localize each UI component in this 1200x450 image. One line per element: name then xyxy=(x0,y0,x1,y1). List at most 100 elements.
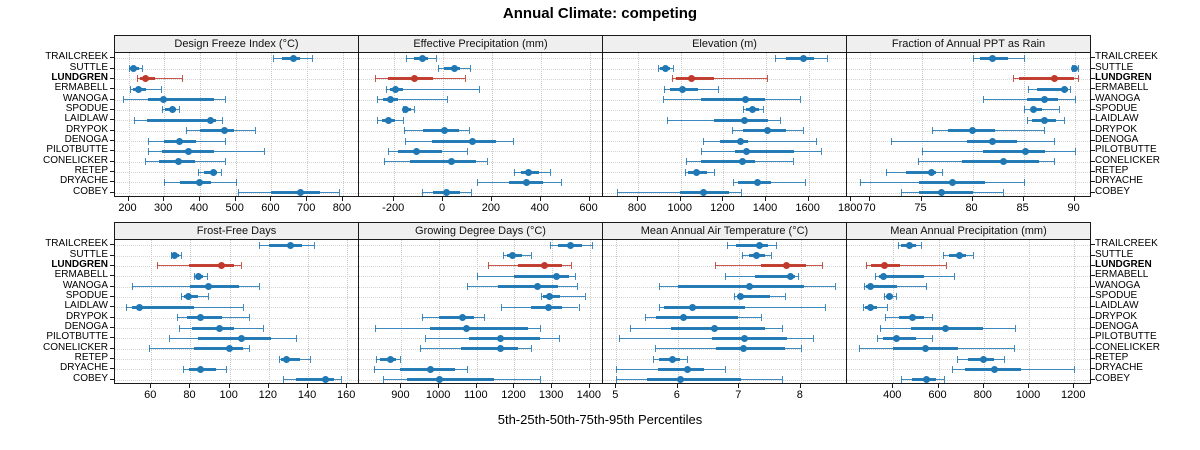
median-dot xyxy=(509,252,517,260)
series-trailcreek xyxy=(847,240,1090,383)
row-guide-line xyxy=(847,296,1090,298)
whisker-end-cap xyxy=(816,137,818,145)
series-denoga xyxy=(115,53,358,196)
axis-tick-mark xyxy=(267,384,269,388)
row-guide-line xyxy=(847,68,1090,70)
whisker-end-cap xyxy=(860,178,862,186)
series-dryache xyxy=(115,240,358,383)
row-edge-tick xyxy=(1091,244,1095,246)
whisker-end-cap xyxy=(148,147,150,155)
row-edge-tick xyxy=(110,306,114,308)
gridline-vertical xyxy=(514,240,516,383)
whisker-end-cap xyxy=(374,365,376,373)
interquartile-bar xyxy=(647,378,742,382)
series-retep xyxy=(847,240,1090,383)
whisker-end-cap xyxy=(863,303,865,311)
row-guide-line xyxy=(115,276,358,278)
whisker-end-cap xyxy=(890,137,892,145)
site-label-left-dryache: DRYACHE xyxy=(60,175,108,187)
series-spodue xyxy=(115,53,358,196)
whisker-end-cap xyxy=(800,345,802,353)
interquartile-bar xyxy=(147,118,217,122)
axis-tick-mark xyxy=(163,197,165,201)
panel-design-freeze-index-c: Design Freeze Index (°C) xyxy=(114,35,359,197)
whisker-end-cap xyxy=(944,376,946,383)
whisker-end-cap xyxy=(272,54,274,62)
series-laidlaw xyxy=(359,53,602,196)
site-label-right-ermabell: ERMABELL xyxy=(1095,269,1149,281)
whisker-end-cap xyxy=(714,262,716,270)
series-trailcreek xyxy=(115,53,358,196)
whisker-end-cap xyxy=(467,147,469,155)
whisker-end-cap xyxy=(1027,85,1029,93)
axis-tick-mark xyxy=(270,197,272,201)
whisker-end-cap xyxy=(742,252,744,260)
whisker-end-cap xyxy=(1074,96,1076,104)
panel-strip: Frost-Free Days xyxy=(115,223,358,240)
row-guide-line xyxy=(847,109,1090,111)
panel-plot-area xyxy=(359,53,602,196)
gridline-vertical xyxy=(589,240,591,383)
row-guide-line xyxy=(603,245,846,247)
whisker-end-cap xyxy=(255,127,257,135)
whisker-end-cap xyxy=(339,189,341,196)
whisker-end-cap xyxy=(425,334,427,342)
median-dot xyxy=(130,65,138,73)
whisker-end-cap xyxy=(1023,54,1025,62)
median-dot xyxy=(1050,75,1058,83)
axis-tick-mark xyxy=(1073,197,1075,201)
median-dot xyxy=(402,106,410,114)
panel-strip: Fraction of Annual PPT as Rain xyxy=(847,36,1090,53)
row-guide-line xyxy=(115,265,358,267)
whisker-end-cap xyxy=(470,189,472,196)
whisker-range-line xyxy=(377,99,447,101)
gridline-vertical xyxy=(190,240,192,383)
median-dot xyxy=(989,137,997,145)
axis-tick-label: 1200 xyxy=(1061,389,1086,401)
gridline-vertical xyxy=(870,53,872,196)
median-dot xyxy=(692,168,700,176)
row-guide-line xyxy=(603,89,846,91)
axis-tick-label: 80 xyxy=(965,202,978,214)
series-spodue xyxy=(359,240,602,383)
row-guide-line xyxy=(115,379,358,381)
whisker-end-cap xyxy=(157,262,159,270)
site-label-left-conelicker: CONELICKER xyxy=(42,154,108,166)
panel-plot-area xyxy=(603,53,846,196)
row-edge-tick xyxy=(1091,295,1095,297)
gridline-vertical xyxy=(983,240,985,383)
row-edge-tick xyxy=(1091,347,1095,349)
row-guide-line xyxy=(847,276,1090,278)
median-dot xyxy=(928,168,936,176)
axis-tick-label: 300 xyxy=(154,202,173,214)
series-drypok xyxy=(603,240,846,383)
row-guide-line xyxy=(847,265,1090,267)
whisker-end-cap xyxy=(178,324,180,332)
series-laidlaw xyxy=(603,240,846,383)
median-dot xyxy=(1060,85,1068,93)
whisker-end-cap xyxy=(616,376,618,383)
series-conelicker xyxy=(359,240,602,383)
panel-plot-area xyxy=(847,53,1090,196)
whisker-end-cap xyxy=(164,178,166,186)
series-dryache xyxy=(359,53,602,196)
series-suttle xyxy=(847,240,1090,383)
series-pilotbutte xyxy=(115,53,358,196)
site-label-left-pilotbutte: PILOTBUTTE xyxy=(46,331,108,343)
row-edge-tick xyxy=(1091,275,1095,277)
whisker-end-cap xyxy=(921,147,923,155)
whisker-end-cap xyxy=(1023,106,1025,114)
row-edge-tick xyxy=(110,316,114,318)
axis-tick-mark xyxy=(982,384,984,388)
series-cobey xyxy=(603,53,846,196)
row-guide-line xyxy=(359,120,602,122)
whisker-end-cap xyxy=(540,293,542,301)
whisker-end-cap xyxy=(148,137,150,145)
whisker-end-cap xyxy=(659,283,661,291)
row-guide-line xyxy=(359,58,602,60)
median-dot xyxy=(689,303,697,311)
median-dot xyxy=(196,178,204,186)
median-dot xyxy=(684,365,692,373)
site-label-right-retep: RETEP xyxy=(1095,352,1129,364)
gridline-vertical xyxy=(268,240,270,383)
